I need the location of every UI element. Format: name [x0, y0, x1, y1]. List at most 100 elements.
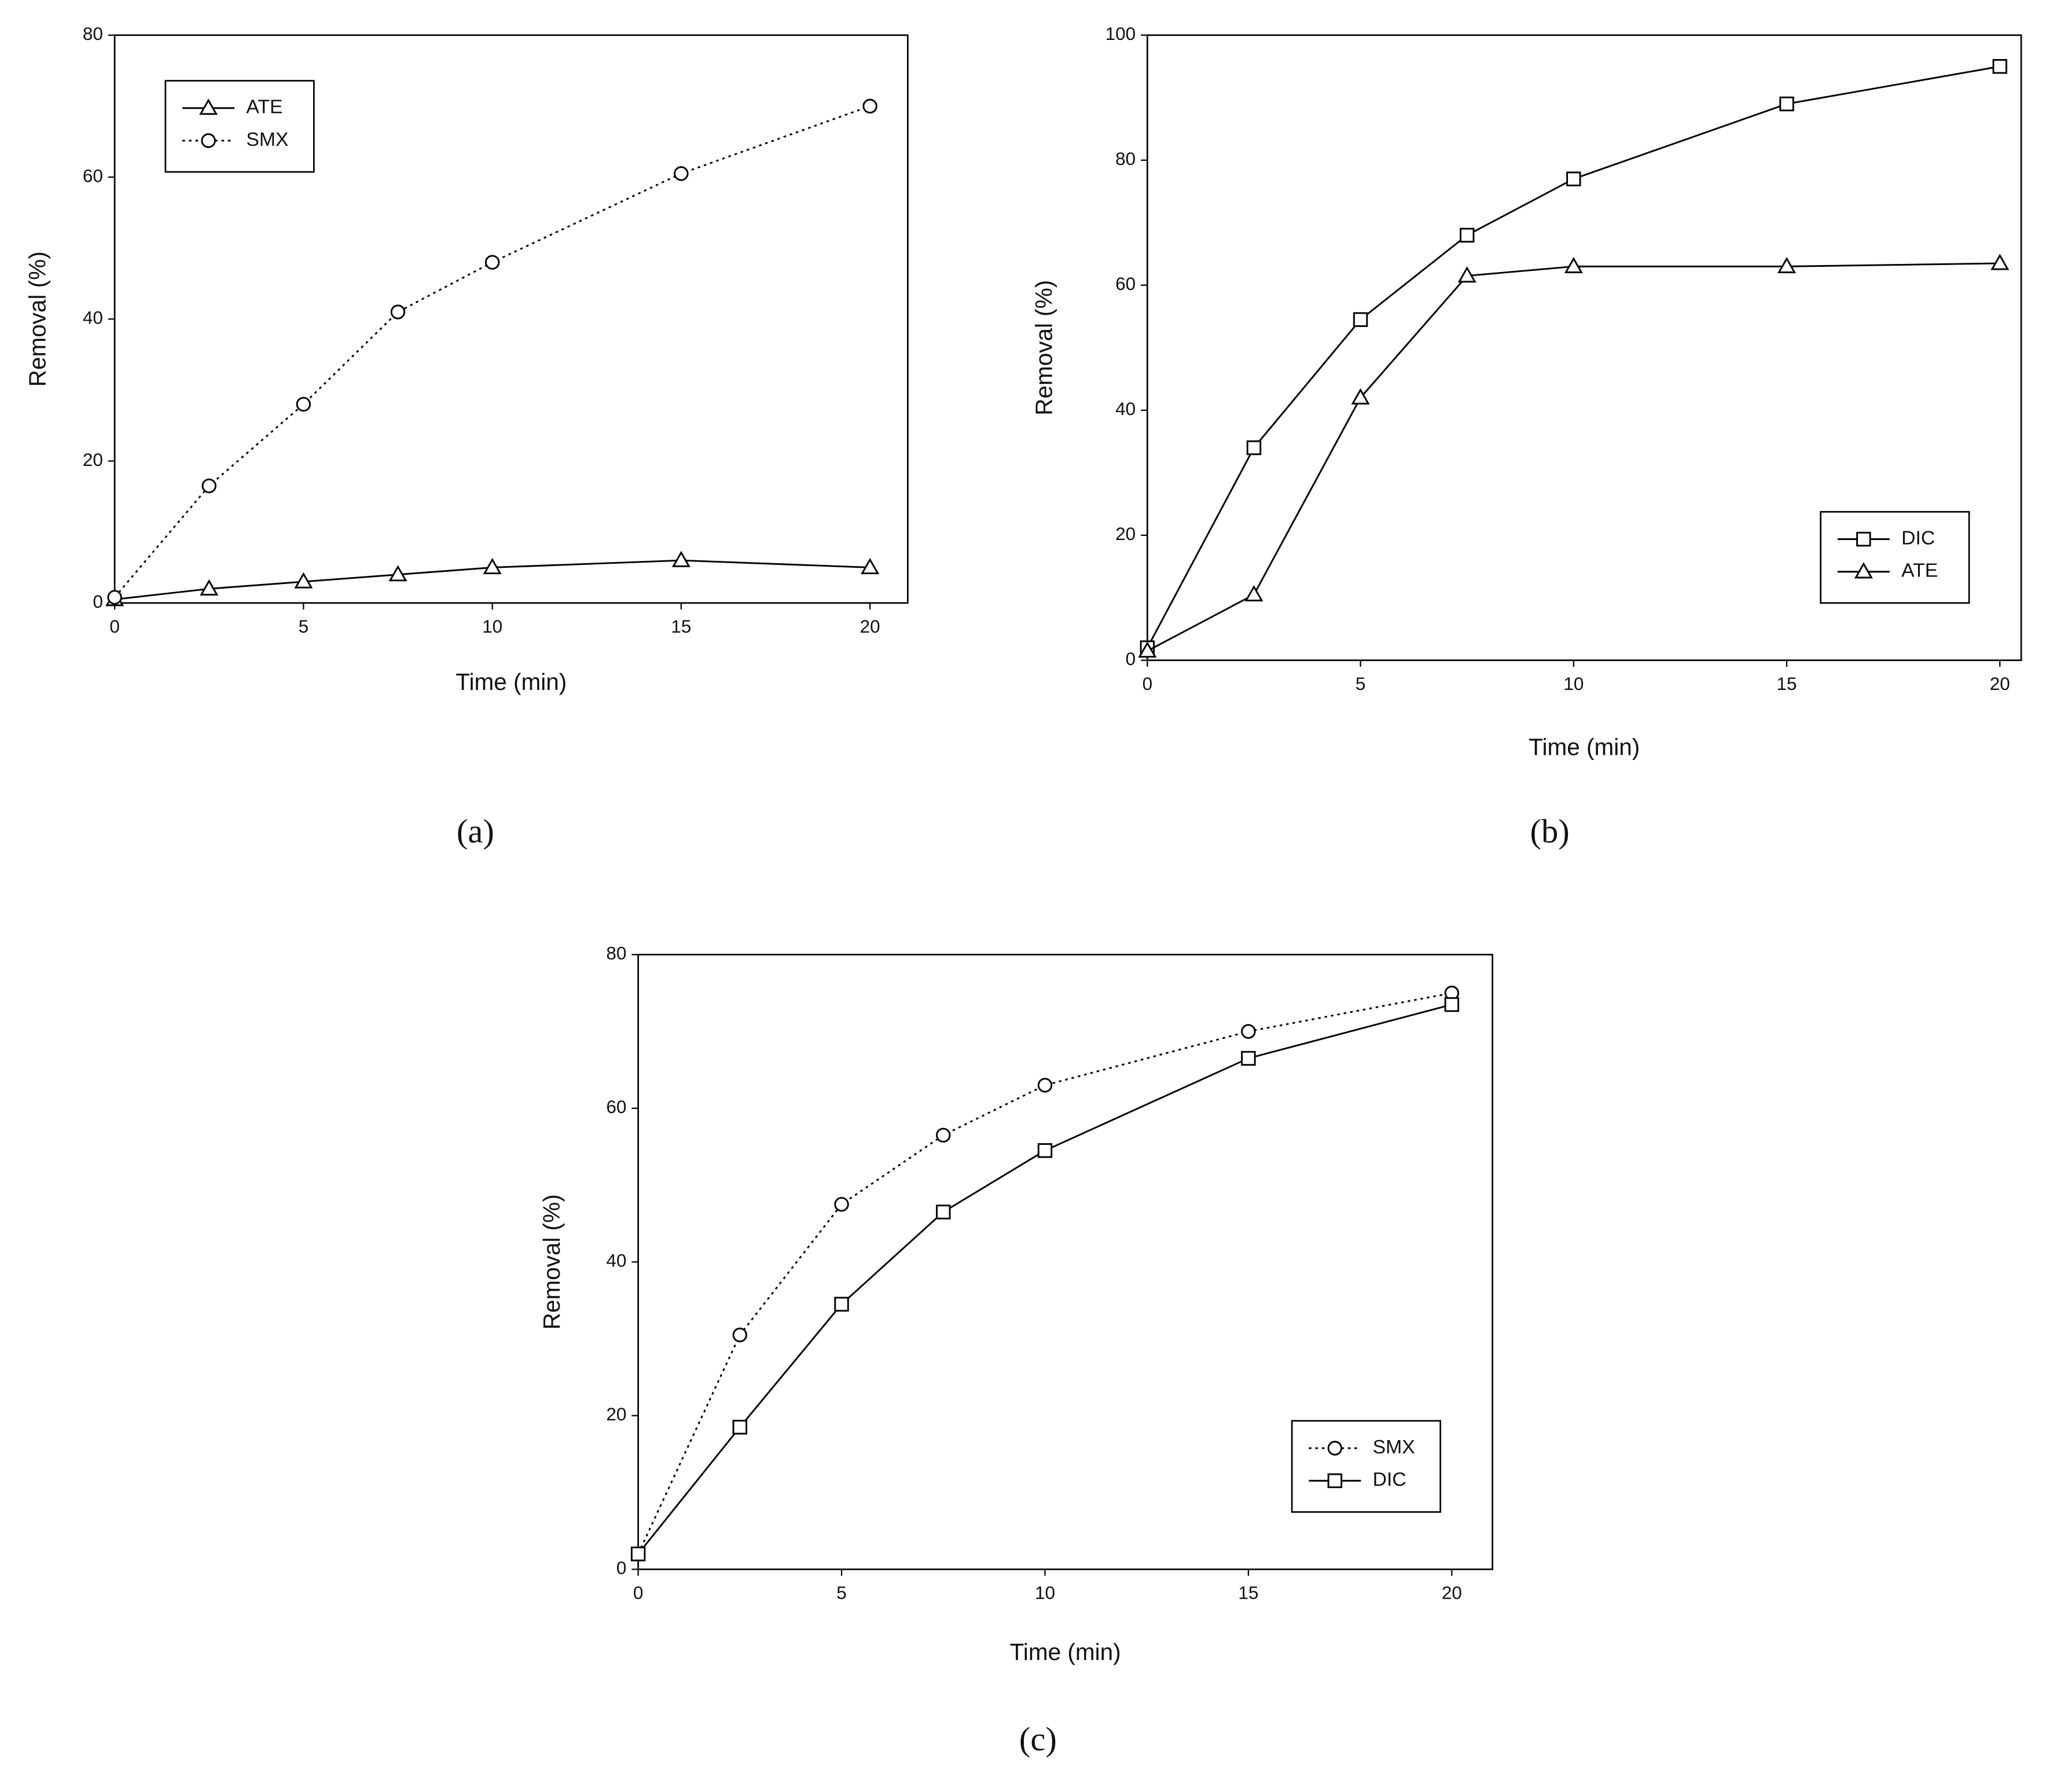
marker	[484, 255, 500, 270]
x-tick-label: 20	[860, 616, 880, 637]
legend-label: DIC	[1901, 527, 1935, 549]
marker	[671, 550, 690, 567]
marker	[1990, 254, 2010, 270]
legend-label: SMX	[1373, 1436, 1415, 1458]
x-tick-label: 5	[1356, 673, 1366, 694]
marker	[201, 133, 216, 148]
marker	[1246, 440, 1262, 456]
marker	[936, 1205, 951, 1220]
panel-label: (c)	[1019, 1720, 1057, 1758]
marker	[296, 396, 311, 412]
y-tick-label: 80	[606, 943, 626, 964]
legend-label: SMX	[246, 128, 288, 150]
y-tick-label: 40	[606, 1250, 626, 1271]
y-axis-title: Removal (%)	[1031, 280, 1057, 416]
marker	[936, 1128, 951, 1143]
marker	[1564, 256, 1583, 273]
marker	[1854, 562, 1873, 579]
chart-panel: 0 20 40 60 80 0 5 10 15 20 Time (min) Removal (%) (c…	[538, 943, 1493, 1758]
y-axis-title: Removal (%)	[538, 1194, 565, 1330]
marker	[732, 1419, 748, 1435]
y-tick-label: 0	[1126, 648, 1136, 669]
marker	[1351, 388, 1370, 405]
legend-box	[164, 80, 315, 173]
marker	[1037, 1143, 1053, 1158]
x-tick-label: 20	[1442, 1582, 1462, 1603]
marker	[1327, 1441, 1343, 1456]
marker	[1241, 1051, 1256, 1066]
chart-panel: 0 20 40 60 80 0 5 10 15 20 Time (min) Removal (%) (a…	[24, 23, 909, 850]
marker	[674, 166, 689, 181]
y-tick-label: 20	[83, 449, 103, 470]
legend-label: ATE	[1901, 560, 1938, 582]
marker	[199, 98, 218, 115]
y-tick-label: 40	[83, 307, 103, 328]
chart-panel: 0 20 40 60 80 100 0 5 10 15 20 Time (min) Removal (%…	[1031, 23, 2022, 850]
x-tick-label: 0	[633, 1582, 644, 1603]
legend: DIC ATE	[1820, 511, 1970, 604]
y-tick-label: 100	[1105, 23, 1136, 44]
marker	[1327, 1473, 1343, 1488]
plot-frame	[1147, 34, 2022, 662]
marker	[294, 572, 313, 589]
x-tick-label: 10	[1035, 1582, 1055, 1603]
y-tick-label: 40	[1115, 398, 1136, 419]
marker	[1353, 312, 1368, 327]
marker	[1037, 1078, 1053, 1093]
x-tick-label: 10	[482, 616, 502, 637]
x-tick-label: 5	[836, 1582, 847, 1603]
marker	[1241, 1024, 1256, 1039]
panel-label: (b)	[1530, 813, 1570, 850]
marker	[1777, 256, 1797, 273]
marker	[834, 1196, 849, 1212]
y-tick-label: 0	[616, 1558, 627, 1578]
legend-label: ATE	[246, 96, 282, 118]
marker	[630, 1546, 646, 1562]
marker	[732, 1327, 748, 1343]
x-axis-title: Time (min)	[1529, 733, 1640, 760]
marker	[834, 1297, 849, 1312]
marker	[388, 565, 407, 582]
y-tick-label: 20	[606, 1404, 626, 1424]
marker	[201, 478, 216, 494]
legend-box	[1291, 1420, 1441, 1513]
marker	[390, 304, 406, 320]
y-tick-label: 60	[606, 1096, 626, 1117]
y-axis-title: Removal (%)	[24, 251, 50, 387]
marker	[1444, 997, 1460, 1012]
marker	[200, 579, 219, 596]
x-tick-label: 20	[1990, 673, 2010, 694]
x-tick-label: 0	[1143, 673, 1153, 694]
x-axis-title: Time (min)	[1010, 1639, 1121, 1665]
legend-box	[1820, 511, 1970, 604]
legend-label: DIC	[1373, 1468, 1406, 1490]
y-tick-label: 60	[83, 165, 103, 186]
marker	[1457, 266, 1476, 283]
y-tick-label: 80	[83, 23, 103, 44]
marker	[862, 98, 877, 114]
x-tick-label: 15	[1238, 1582, 1258, 1603]
marker	[1244, 585, 1263, 601]
x-tick-label: 0	[109, 616, 120, 637]
marker	[1566, 171, 1581, 186]
y-tick-label: 60	[1115, 273, 1136, 294]
x-tick-label: 15	[1777, 673, 1797, 694]
x-tick-label: 5	[299, 616, 309, 637]
marker	[1460, 227, 1475, 243]
y-tick-label: 20	[1115, 523, 1136, 544]
marker	[1992, 59, 2008, 74]
marker	[861, 557, 880, 575]
marker	[1138, 641, 1157, 658]
legend: SMX DIC	[1291, 1420, 1441, 1513]
legend: ATE SMX	[164, 80, 315, 173]
series-line	[114, 105, 870, 598]
y-tick-label: 80	[1115, 148, 1136, 169]
marker	[107, 590, 122, 605]
x-axis-title: Time (min)	[456, 669, 567, 695]
x-tick-label: 15	[671, 616, 691, 637]
x-tick-label: 10	[1563, 673, 1584, 694]
marker	[483, 557, 502, 575]
panel-label: (a)	[457, 813, 494, 850]
